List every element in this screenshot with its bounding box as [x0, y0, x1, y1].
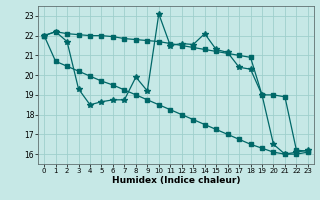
X-axis label: Humidex (Indice chaleur): Humidex (Indice chaleur)	[112, 176, 240, 185]
